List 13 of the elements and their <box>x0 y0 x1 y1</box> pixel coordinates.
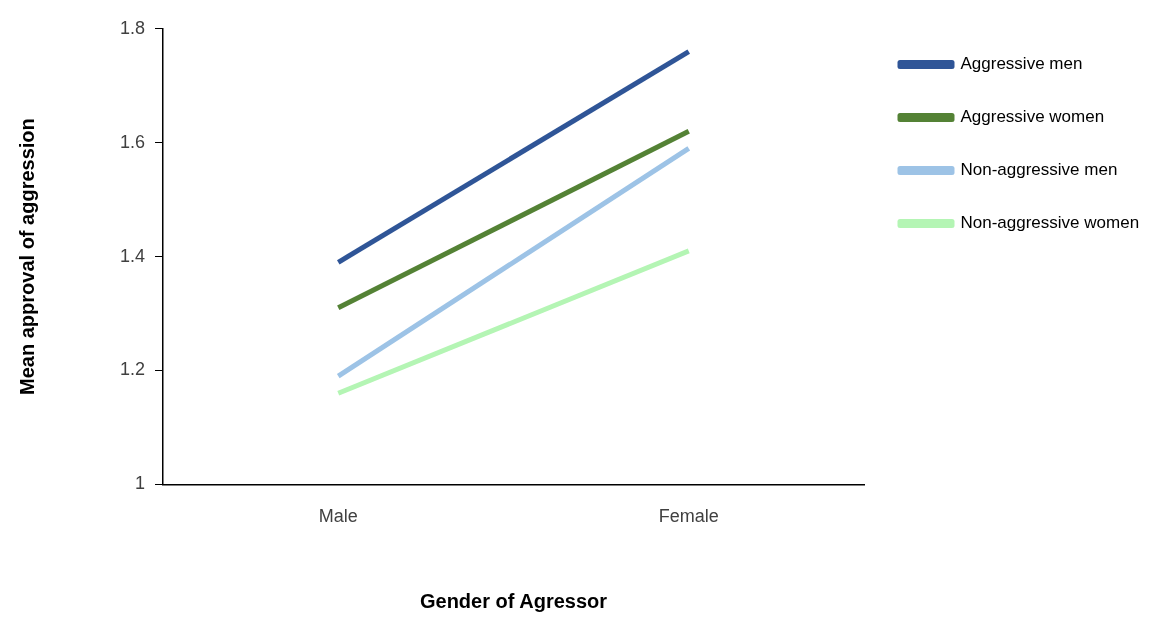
x-tick-label: Male <box>318 506 358 527</box>
x-tick-label: Female <box>658 506 719 527</box>
legend-label: Aggressive men <box>960 54 1083 74</box>
x-axis-title: Gender of Agressor <box>419 589 608 612</box>
legend-label: Non-aggressive women <box>960 213 1140 233</box>
y-tick-label: 1.2 <box>119 359 146 380</box>
y-tick-label: 1.6 <box>119 131 146 152</box>
y-tick-label: 1.8 <box>119 17 146 38</box>
legend-label: Aggressive women <box>960 107 1105 127</box>
y-tick-label: 1.4 <box>119 245 146 266</box>
y-axis-title: Mean approval of aggression <box>15 118 38 395</box>
legend-label: Non-aggressive men <box>960 160 1118 180</box>
y-tick-label: 1 <box>135 473 146 494</box>
